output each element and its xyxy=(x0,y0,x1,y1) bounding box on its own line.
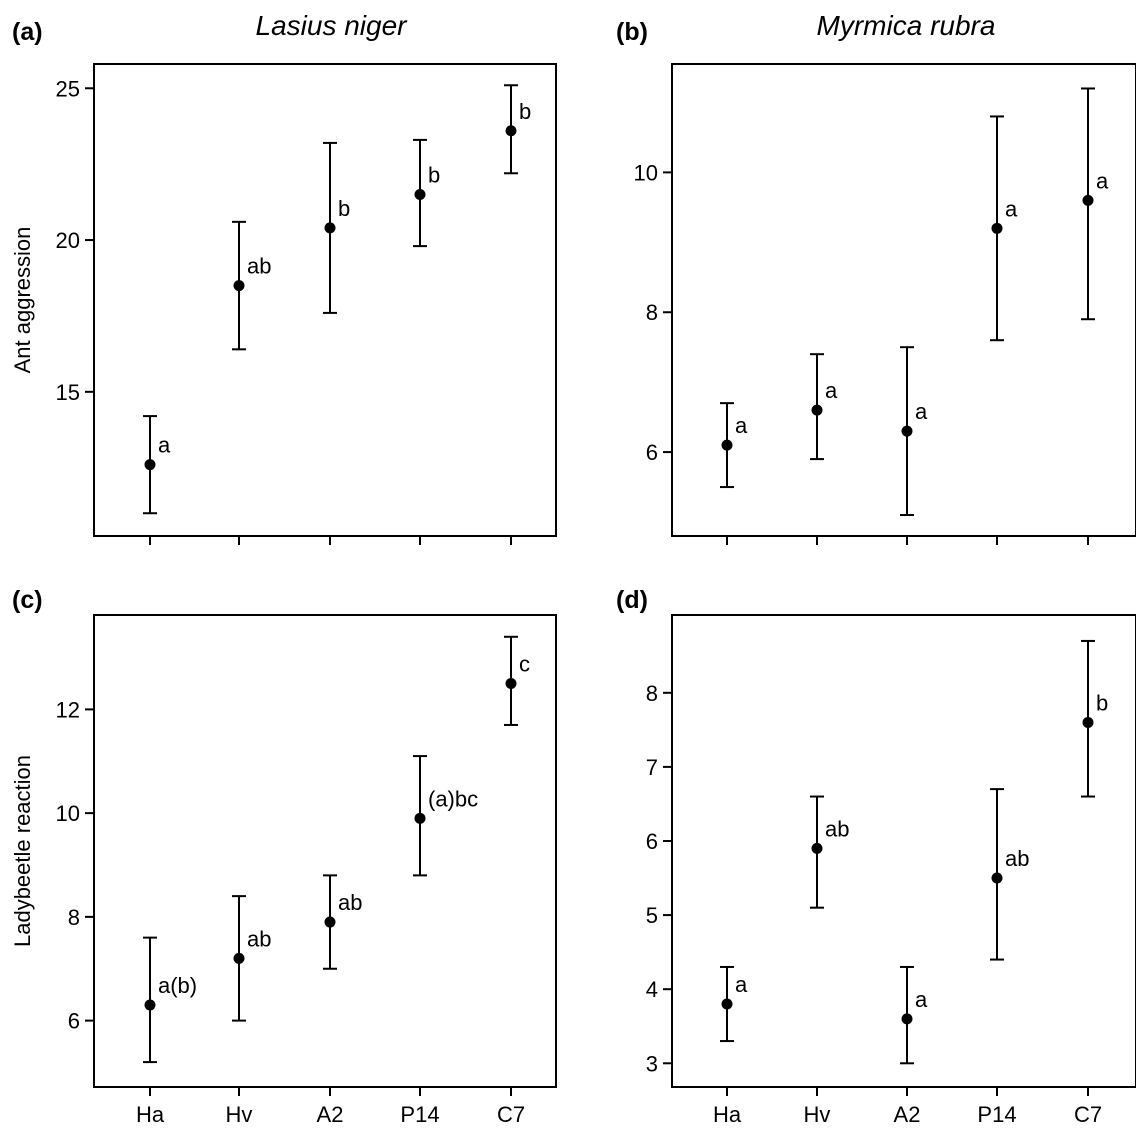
panel-letter: (a) xyxy=(12,18,43,46)
plot-frame xyxy=(671,63,1136,537)
y-tick-label: 10 xyxy=(634,160,658,185)
x-tick-label: Ha xyxy=(136,1102,165,1127)
column-title-right: Myrmica rubra xyxy=(817,10,996,41)
significance-letter: a xyxy=(158,433,171,458)
plot-frame xyxy=(671,614,1136,1088)
y-tick-label: 5 xyxy=(646,903,658,928)
y-tick-label: 12 xyxy=(56,697,80,722)
mean-point xyxy=(991,872,1003,884)
mean-point xyxy=(721,998,733,1010)
y-tick-label: 6 xyxy=(646,440,658,465)
significance-letter: b xyxy=(519,99,531,124)
significance-letter: b xyxy=(1096,690,1108,715)
x-tick-label: P14 xyxy=(977,1102,1016,1127)
significance-letter: a xyxy=(735,413,748,438)
significance-letter: b xyxy=(428,163,440,188)
mean-point xyxy=(233,952,245,964)
y-tick-label: 6 xyxy=(646,829,658,854)
mean-point xyxy=(144,459,156,471)
y-tick-label: 8 xyxy=(646,681,658,706)
significance-letter: a(b) xyxy=(158,973,197,998)
mean-point xyxy=(505,125,517,137)
panel-letter: (d) xyxy=(616,586,648,614)
x-tick-label: C7 xyxy=(1074,1102,1102,1127)
y-tick-label: 8 xyxy=(68,905,80,930)
column-title-left: Lasius niger xyxy=(256,10,409,41)
mean-point xyxy=(414,189,426,201)
mean-point xyxy=(144,999,156,1011)
mean-point xyxy=(991,222,1003,234)
y-tick-label: 3 xyxy=(646,1051,658,1076)
mean-point xyxy=(1082,194,1094,206)
panel-b: (b) 6 8 10 a a a a a xyxy=(616,18,1136,545)
significance-letter: ab xyxy=(825,816,849,841)
y-axis-label: Ladybeetle reaction xyxy=(10,755,35,947)
x-tick-label: P14 xyxy=(400,1102,439,1127)
y-tick-label: 10 xyxy=(56,801,80,826)
mean-point xyxy=(901,425,913,437)
panel-letter: (c) xyxy=(12,586,43,614)
mean-point xyxy=(811,404,823,416)
significance-letter: ab xyxy=(247,926,271,951)
significance-letter: a xyxy=(735,972,748,997)
significance-letter: b xyxy=(338,196,350,221)
significance-letter: ab xyxy=(338,890,362,915)
plot-frame xyxy=(93,63,557,537)
mean-point xyxy=(901,1013,913,1025)
mean-point xyxy=(324,222,336,234)
significance-letter: a xyxy=(915,987,928,1012)
significance-letter: ab xyxy=(247,254,271,279)
panel-a: (a) 15 20 25 Ant aggression a ab b b b xyxy=(10,18,557,545)
x-tick-label: A2 xyxy=(317,1102,344,1127)
y-tick-label: 15 xyxy=(56,380,80,405)
y-tick-label: 25 xyxy=(56,76,80,101)
y-tick-label: 8 xyxy=(646,300,658,325)
mean-point xyxy=(505,677,517,689)
x-tick-label: Hv xyxy=(804,1102,831,1127)
y-tick-label: 4 xyxy=(646,977,658,1002)
panel-d: (d) 3 4 5 6 7 8 Ha Hv A2 P14 C7 a ab a ab b xyxy=(616,586,1136,1127)
significance-letter: a xyxy=(1096,168,1109,193)
plot-frame xyxy=(93,614,557,1088)
significance-letter: (a)bc xyxy=(428,786,478,811)
mean-point xyxy=(721,439,733,451)
significance-letter: a xyxy=(825,378,838,403)
mean-point xyxy=(414,812,426,824)
x-tick-label: A2 xyxy=(894,1102,921,1127)
x-tick-label: Hv xyxy=(226,1102,253,1127)
panel-c: (c) 6 8 10 12 Ladybeetle reaction Ha Hv A2 P14 C7 a… xyxy=(10,586,557,1127)
significance-letter: a xyxy=(1005,196,1018,221)
y-tick-label: 20 xyxy=(56,228,80,253)
y-tick-label: 6 xyxy=(68,1009,80,1034)
mean-point xyxy=(811,842,823,854)
significance-letter: ab xyxy=(1005,846,1029,871)
y-axis-label: Ant aggression xyxy=(10,227,35,374)
mean-point xyxy=(324,916,336,928)
mean-point xyxy=(1082,716,1094,728)
significance-letter: a xyxy=(915,399,928,424)
y-tick-label: 7 xyxy=(646,755,658,780)
panel-letter: (b) xyxy=(616,18,648,46)
significance-letter: c xyxy=(519,651,530,676)
mean-point xyxy=(233,280,245,292)
x-tick-label: C7 xyxy=(497,1102,525,1127)
x-tick-label: Ha xyxy=(713,1102,742,1127)
